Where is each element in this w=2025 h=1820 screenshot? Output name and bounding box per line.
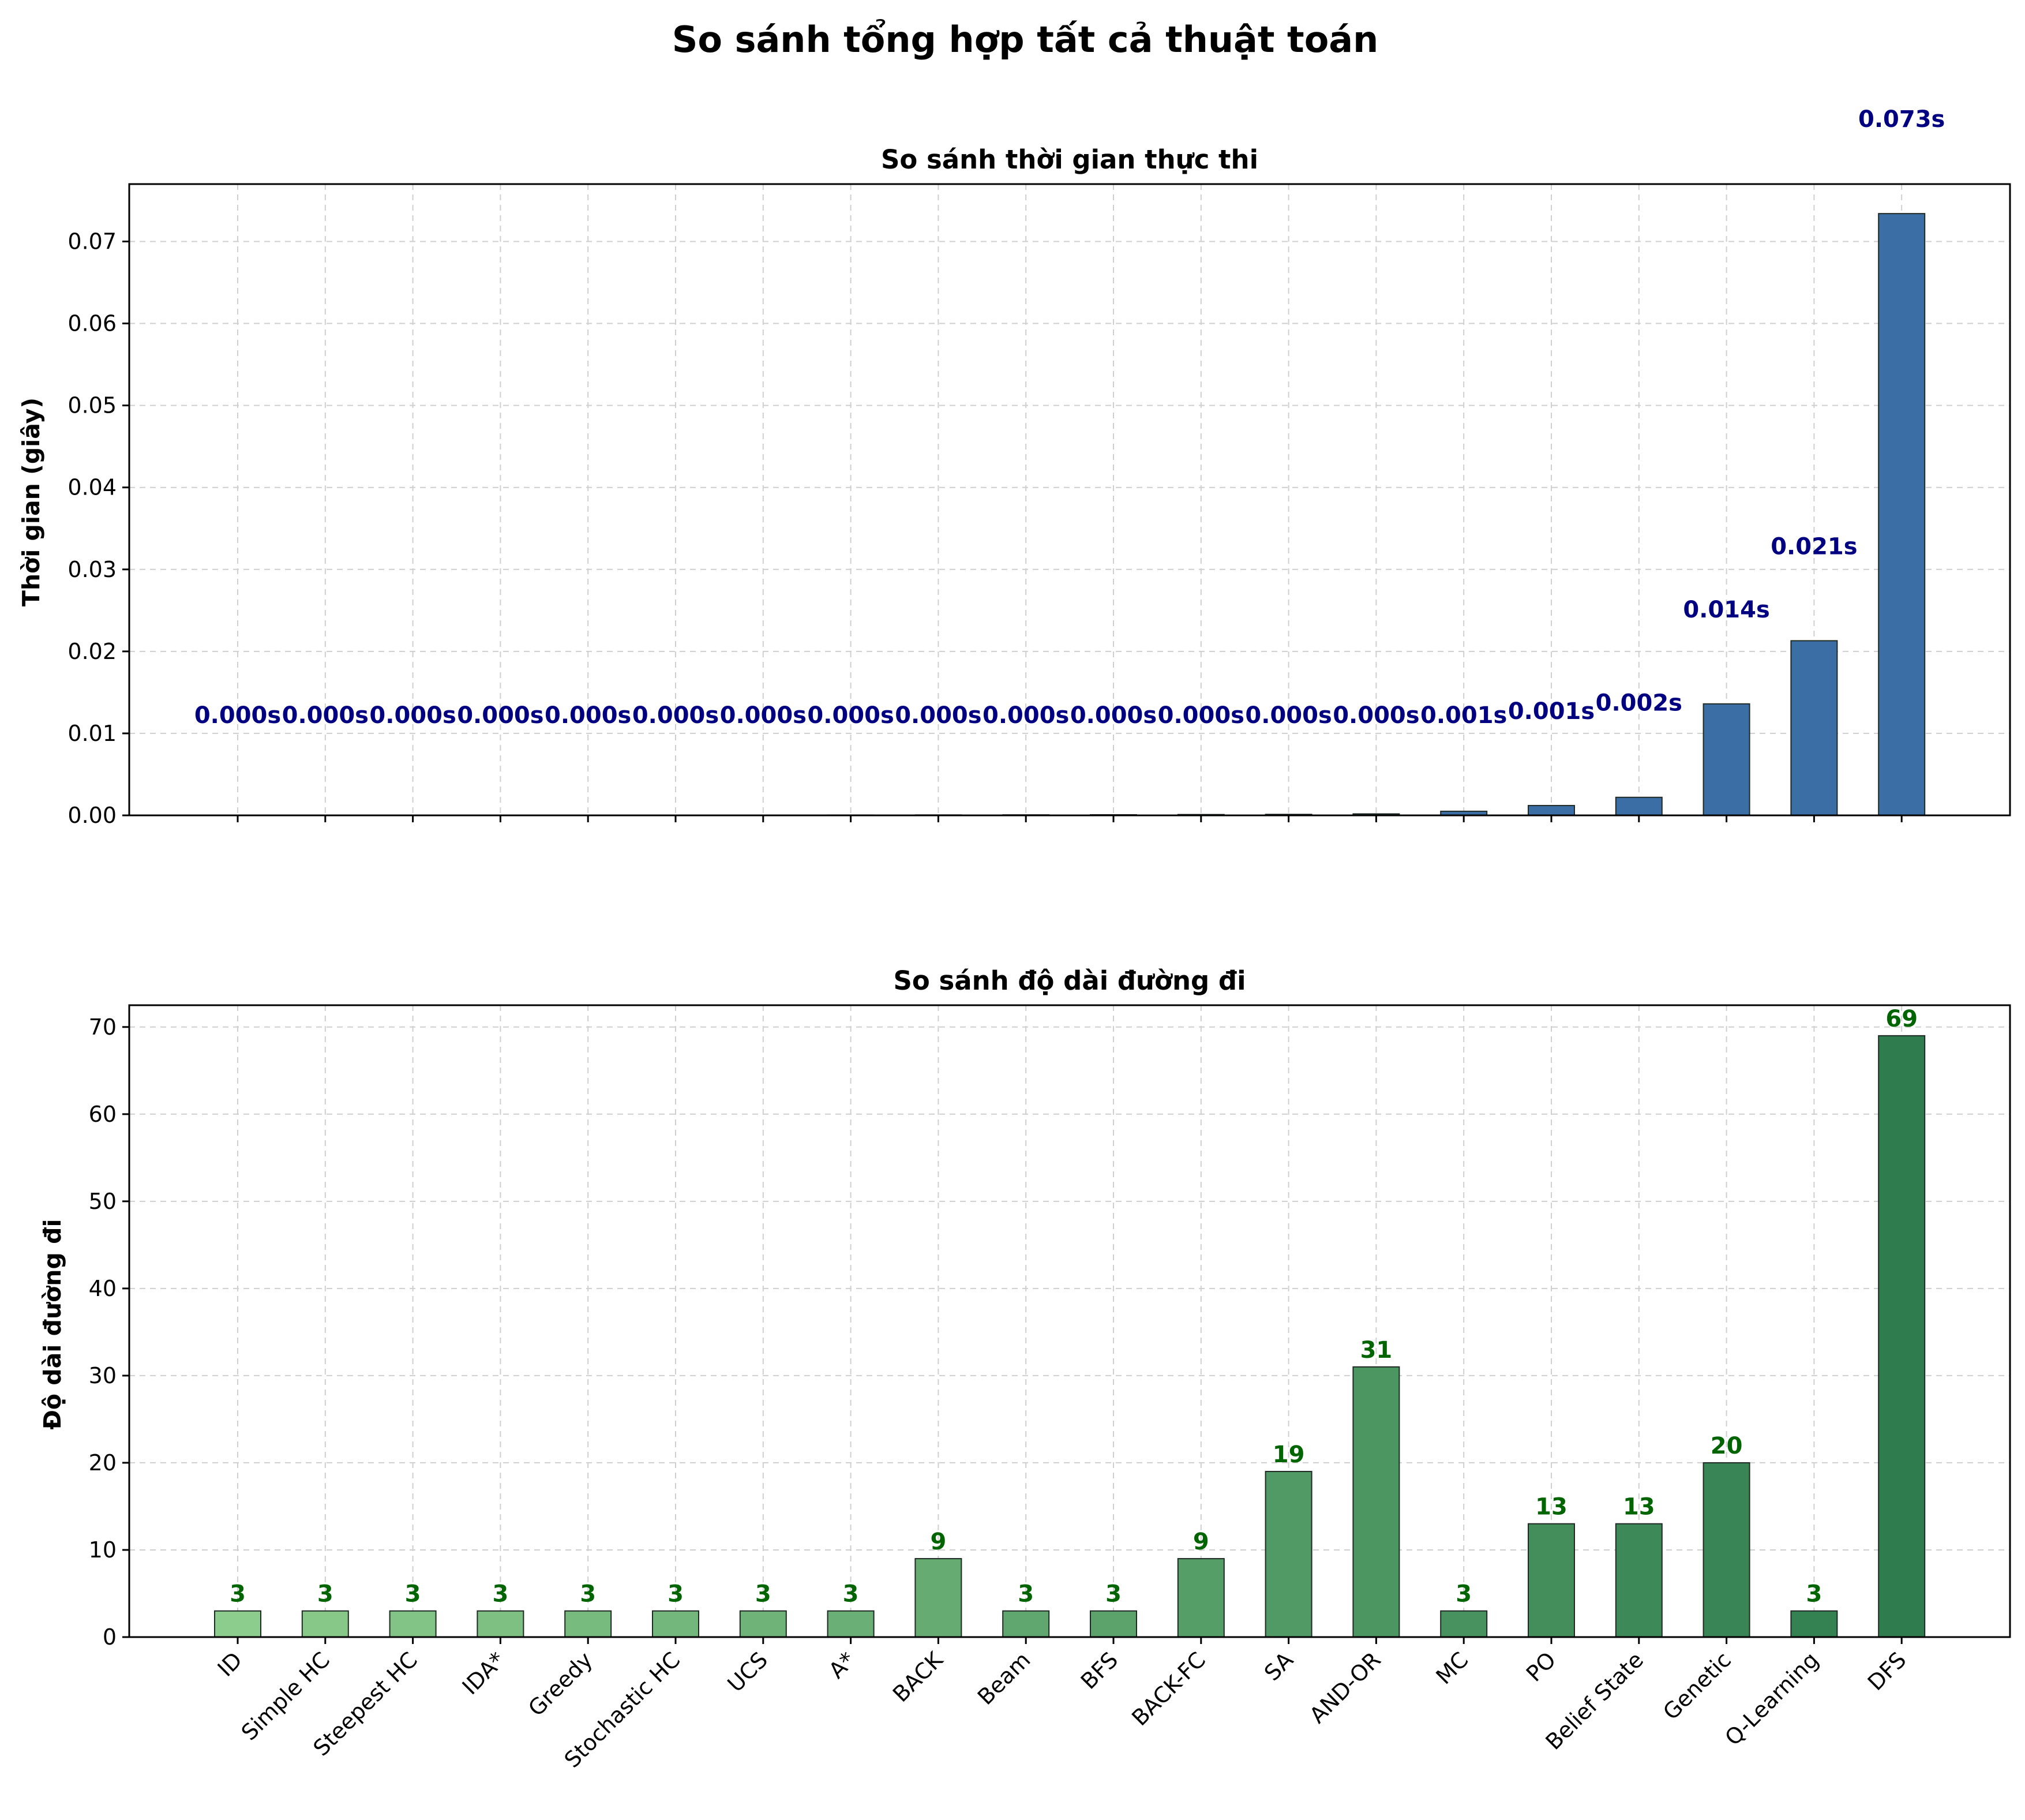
- time-y-tick-label: 0.03: [68, 557, 117, 582]
- len-bar: [389, 1610, 437, 1638]
- len-bar: [1265, 1471, 1312, 1638]
- time-bar: [1790, 640, 1838, 816]
- time-y-tick-label: 0.06: [68, 311, 117, 336]
- len-y-tick-label: 70: [89, 1014, 117, 1040]
- len-y-tick-label: 60: [89, 1102, 117, 1127]
- len-bar: [914, 1558, 962, 1638]
- time-value-label: 0.000s: [369, 702, 456, 729]
- len-bar: [1440, 1610, 1488, 1638]
- time-bar: [1615, 796, 1663, 816]
- len-bar: [1090, 1610, 1137, 1638]
- time-value-label: 0.000s: [194, 702, 281, 729]
- len-y-tick-label: 40: [89, 1276, 117, 1301]
- time-y-tick-label: 0.07: [68, 229, 117, 254]
- time-value-label: 0.000s: [982, 702, 1069, 729]
- len-value-label: 13: [1535, 1494, 1567, 1521]
- len-y-tick-label: 30: [89, 1363, 117, 1388]
- time-plot-frame: [128, 183, 2011, 817]
- len-value-label: 13: [1623, 1494, 1655, 1521]
- len-value-label: 69: [1885, 1006, 1918, 1032]
- time-value-label: 0.000s: [1070, 702, 1157, 729]
- len-value-label: 3: [230, 1581, 246, 1608]
- time-value-label: 0.000s: [457, 702, 543, 729]
- time-value-label: 0.021s: [1771, 533, 1857, 560]
- len-value-label: 3: [317, 1581, 333, 1608]
- time-chart-title: So sánh thời gian thực thi: [881, 144, 1258, 175]
- time-value-label: 0.000s: [1245, 702, 1332, 729]
- time-value-label: 0.014s: [1683, 597, 1769, 623]
- len-value-label: 9: [930, 1529, 946, 1555]
- len-bar: [1177, 1558, 1225, 1638]
- len-value-label: 3: [1456, 1581, 1472, 1608]
- len-bar: [652, 1610, 699, 1638]
- len-value-label: 3: [667, 1581, 684, 1608]
- len-value-label: 3: [843, 1581, 859, 1608]
- time-y-tick-label: 0.02: [68, 639, 117, 664]
- len-value-label: 3: [580, 1581, 596, 1608]
- time-value-label: 0.000s: [632, 702, 719, 729]
- time-value-label: 0.000s: [1158, 702, 1244, 729]
- len-bar: [1790, 1610, 1838, 1638]
- len-value-label: 19: [1273, 1441, 1305, 1468]
- len-bar: [827, 1610, 875, 1638]
- time-y-tick-label: 0.04: [68, 475, 117, 500]
- len-value-label: 3: [1018, 1581, 1034, 1608]
- len-bar: [301, 1610, 349, 1638]
- len-y-tick-label: 20: [89, 1450, 117, 1476]
- time-value-label: 0.000s: [1333, 702, 1419, 729]
- len-y-tick-label: 10: [89, 1537, 117, 1563]
- len-bar: [1528, 1523, 1575, 1638]
- time-value-label: 0.000s: [895, 702, 981, 729]
- len-bar: [1002, 1610, 1050, 1638]
- len-bar: [1615, 1523, 1663, 1638]
- len-value-label: 3: [405, 1581, 421, 1608]
- len-value-label: 3: [1105, 1581, 1122, 1608]
- time-value-label: 0.073s: [1858, 106, 1945, 133]
- figure-title: So sánh tổng hợp tất cả thuật toán: [672, 18, 1379, 61]
- time-value-label: 0.000s: [545, 702, 631, 729]
- time-y-tick-label: 0.01: [68, 721, 117, 746]
- time-value-label: 0.000s: [720, 702, 807, 729]
- time-bar: [1528, 804, 1575, 817]
- time-value-label: 0.000s: [282, 702, 369, 729]
- len-bar: [739, 1610, 787, 1638]
- time-bar: [1702, 703, 1750, 817]
- len-bar: [1702, 1462, 1750, 1638]
- len-value-label: 3: [755, 1581, 771, 1608]
- len-value-label: 3: [492, 1581, 508, 1608]
- time-y-tick-label: 0.05: [68, 393, 117, 418]
- len-bar: [564, 1610, 612, 1638]
- len-value-label: 9: [1193, 1529, 1209, 1555]
- len-value-label: 20: [1711, 1433, 1743, 1459]
- time-bar: [1878, 213, 1926, 816]
- time-y-axis-label: Thời gian (giây): [17, 398, 45, 606]
- time-value-label: 0.001s: [1420, 702, 1507, 729]
- path-length-chart-title: So sánh độ dài đường đi: [893, 965, 1246, 996]
- len-value-label: 31: [1360, 1337, 1393, 1364]
- time-value-label: 0.002s: [1596, 690, 1682, 717]
- time-value-label: 0.001s: [1508, 698, 1595, 725]
- path-length-y-axis-label: Độ dài đường đi: [39, 1219, 66, 1429]
- len-bar: [1352, 1366, 1400, 1638]
- len-y-tick-label: 0: [103, 1624, 117, 1650]
- time-y-tick-label: 0.00: [68, 803, 117, 828]
- len-bar: [214, 1610, 261, 1638]
- time-value-label: 0.000s: [807, 702, 894, 729]
- len-bar: [1878, 1035, 1926, 1638]
- path-length-plot-frame: [128, 1004, 2011, 1638]
- time-chart: So sánh thời gian thực thi Thời gian (gi…: [17, 106, 2011, 828]
- len-y-tick-label: 50: [89, 1189, 117, 1214]
- len-bar: [477, 1610, 524, 1638]
- len-value-label: 3: [1806, 1581, 1822, 1608]
